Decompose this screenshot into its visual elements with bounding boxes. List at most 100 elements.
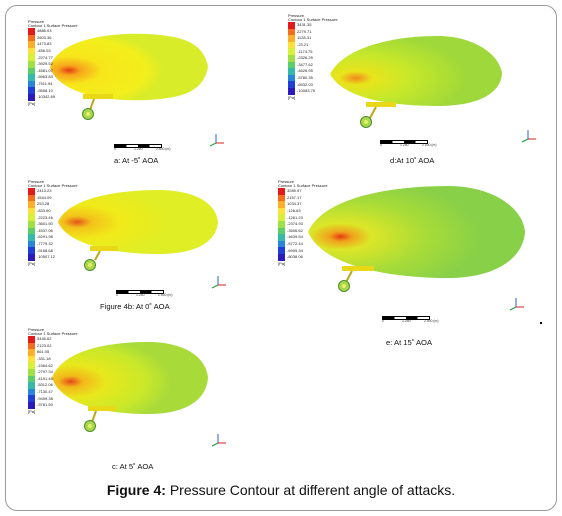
scale-mid: 1.250 xyxy=(134,147,143,151)
legend-swatch xyxy=(28,234,35,241)
legend-row: -3506.62 xyxy=(278,227,328,235)
legend-row: -10083.75 xyxy=(288,87,338,95)
panel-c: Pressure Contour 1 Surface Pressure 3446… xyxy=(28,328,258,474)
legend-swatch xyxy=(288,87,295,95)
legend-value: -4191.45 xyxy=(37,375,53,381)
legend-row: -2374.93 xyxy=(278,220,328,228)
legend-value: -3601.50 xyxy=(37,221,53,227)
legend-row: 2603.36 xyxy=(28,34,78,42)
legend-subtitle: Contour 1 Surface Pressure xyxy=(28,23,78,28)
legend-value: -2223.46 xyxy=(37,214,53,220)
legend-swatch xyxy=(28,87,35,94)
legend-value: -2326.25 xyxy=(297,55,313,61)
legend-value: -1564.62 xyxy=(37,362,53,368)
legend-swatch xyxy=(28,28,35,35)
figure-caption-label: Figure 4: xyxy=(106,482,166,498)
legend-swatch xyxy=(288,22,295,29)
color-legend: Pressure Contour 1 Surface Pressure 2413… xyxy=(28,180,78,266)
legend-value: -9168.68 xyxy=(37,247,53,253)
legend-swatch xyxy=(278,194,285,202)
legend-subtitle: Contour 1 Surface Pressure xyxy=(278,183,328,188)
legend-swatch xyxy=(28,207,35,215)
legend-swatch xyxy=(28,247,35,254)
legend-unit: [Pa] xyxy=(278,260,286,266)
scale-right: 2.500 (m) xyxy=(156,147,171,151)
pod-render-e xyxy=(308,186,525,292)
legend-swatch xyxy=(28,342,35,350)
legend-swatch xyxy=(278,247,285,254)
legend-value: -456.03 xyxy=(37,48,51,54)
legend-swatch xyxy=(28,74,35,81)
stray-dot xyxy=(540,322,542,324)
legend-swatch xyxy=(278,188,285,195)
legend-row: -8038.06 xyxy=(278,253,328,261)
scale-mid: 1.250 xyxy=(400,143,409,147)
legend-swatch xyxy=(28,34,35,42)
legend-swatch xyxy=(28,368,35,376)
legend-swatch xyxy=(288,28,295,36)
scale-left: 0 xyxy=(114,147,116,151)
legend-value: -10342.69 xyxy=(37,94,56,100)
legend-value: -2274.77 xyxy=(37,54,53,60)
legend-title: Pressure xyxy=(28,19,45,24)
legend-row: -3601.50 xyxy=(28,220,78,228)
color-legend: Pressure Contour 1 Surface Pressure 3289… xyxy=(278,180,328,266)
legend-value: -7130.47 xyxy=(37,389,53,395)
legend-value: -7911.94 xyxy=(37,81,53,87)
legend-row: -6932.03 xyxy=(288,81,338,88)
legend-row: -126.63 xyxy=(278,207,328,215)
legend-swatch xyxy=(288,81,295,88)
legend-value: -5963.83 xyxy=(37,74,53,80)
legend-swatch xyxy=(288,41,295,49)
legend-subtitle: Contour 1 Surface Pressure xyxy=(28,331,78,336)
legend-row: 253.28 xyxy=(28,201,78,208)
legend-rows: 2413.23 1544.09 253.28 -833.90 -2223.46 -3601… xyxy=(28,188,78,261)
legend-rows: 3289.97 2157.17 1034.37 -126.63 -1261.23 -237… xyxy=(278,188,328,261)
legend-value: -4626.95 xyxy=(297,68,313,74)
legend-swatch xyxy=(278,253,285,261)
legend-swatch xyxy=(278,207,285,215)
legend-row: -833.90 xyxy=(28,207,78,215)
legend-title: Pressure xyxy=(288,13,305,18)
legend-value: 2413.23 xyxy=(37,188,52,194)
legend-row: 2123.02 xyxy=(28,342,78,350)
scale-left: 0 xyxy=(380,143,382,147)
legend-subtitle: Contour 1 Surface Pressure xyxy=(28,183,78,188)
legend-row: -4626.95 xyxy=(288,68,338,75)
legend-value: 2279.71 xyxy=(297,28,312,34)
legend-swatch xyxy=(28,375,35,383)
legend-title: Pressure xyxy=(28,179,45,184)
legend-swatch xyxy=(28,60,35,68)
legend-value: -10083.75 xyxy=(297,88,316,94)
legend-subtitle: Contour 1 Surface Pressure xyxy=(288,17,338,22)
legend-value: 2603.36 xyxy=(37,34,52,40)
legend-row: -9558.10 xyxy=(28,87,78,94)
legend-swatch xyxy=(28,336,35,343)
legend-value: -6905.34 xyxy=(287,247,303,253)
legend-row: 1473.83 xyxy=(28,41,78,48)
legend-swatch xyxy=(278,201,285,208)
legend-swatch xyxy=(278,227,285,235)
legend-row: -7130.47 xyxy=(28,388,78,396)
scale-mid: 1.250 xyxy=(402,319,411,323)
legend-rows: 3446.62 2123.02 861.05 -331.18 -1564.62 -2797… xyxy=(28,336,78,409)
legend-value: 1034.37 xyxy=(287,201,302,207)
legend-row: 3431.35 xyxy=(288,22,338,29)
axes-triad-icon xyxy=(521,130,536,143)
legend-row: 861.05 xyxy=(28,349,78,356)
legend-row: 2157.17 xyxy=(278,194,328,202)
legend-value: -331.18 xyxy=(37,356,51,362)
legend-row: -5963.83 xyxy=(28,74,78,81)
legend-row: 1544.09 xyxy=(28,194,78,202)
legend-row: -1564.62 xyxy=(28,362,78,369)
legend-swatch xyxy=(28,67,35,75)
legend-row: -6905.34 xyxy=(278,247,328,254)
legend-row: -2223.46 xyxy=(28,214,78,221)
legend-swatch xyxy=(288,54,295,62)
color-legend: Pressure Contour 1 Surface Pressure 3446… xyxy=(28,328,78,414)
legend-row: 2279.71 xyxy=(288,28,338,36)
panel-caption: Figure 4b: At 0˚ AOA xyxy=(100,302,170,311)
legend-swatch xyxy=(28,214,35,221)
legend-value: -4581.07 xyxy=(37,67,53,73)
legend-row: -7779.32 xyxy=(28,240,78,248)
